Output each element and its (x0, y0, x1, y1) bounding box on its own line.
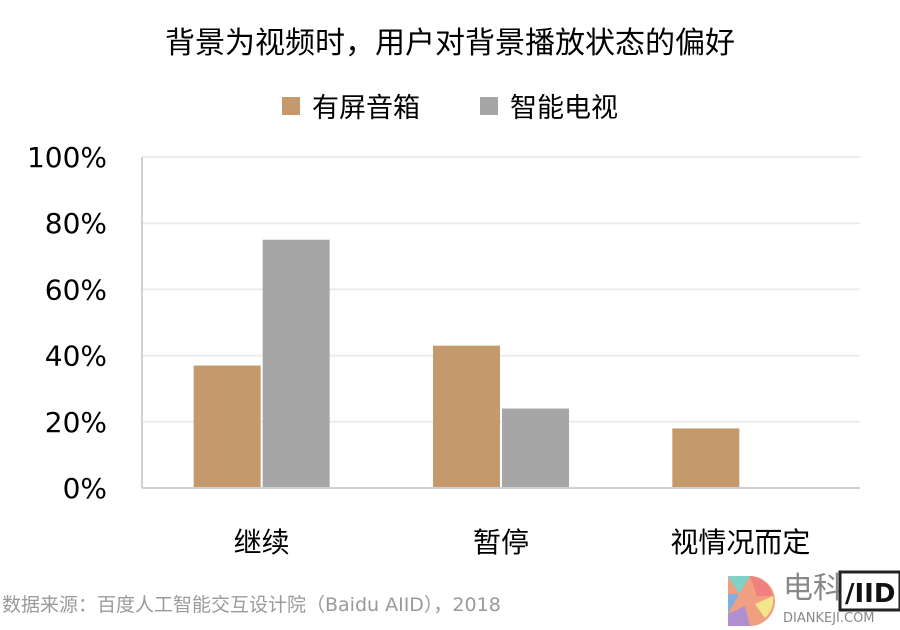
legend-label: 有屏音箱 (312, 93, 420, 124)
chart-title: 背景为视频时，用户对背景播放状态的偏好 (165, 26, 735, 61)
legend-item-tv: 智能电视 (480, 86, 618, 125)
bar-tv (502, 408, 569, 488)
svg-text:/IID: /IID (845, 579, 895, 609)
legend-item-speaker: 有屏音箱 (282, 86, 420, 125)
x-tick-label: 暂停 (473, 526, 529, 559)
svg-text:DIANKEJI.COM: DIANKEJI.COM (783, 611, 875, 626)
legend: 有屏音箱 智能电视 (0, 86, 900, 125)
legend-swatch (480, 96, 498, 115)
source-note: 数据来源：百度人工智能交互设计院（Baidu AIID），2018 (2, 594, 501, 616)
diankeji-logo: 电科 /IID DIANKEJI.COM (728, 570, 900, 626)
legend-label: 智能电视 (510, 93, 618, 124)
legend-swatch (282, 96, 300, 115)
y-tick-label: 40% (45, 340, 107, 373)
y-tick-label: 80% (45, 207, 107, 240)
bar-speaker (193, 365, 261, 488)
y-tick-label: 20% (45, 406, 107, 439)
svg-text:电科: 电科 (783, 571, 843, 606)
bar-tv (262, 239, 330, 488)
y-tick-label: 60% (45, 273, 107, 306)
bar-speaker (433, 345, 500, 488)
y-tick-label: 0% (63, 472, 107, 505)
x-tick-label: 继续 (234, 526, 290, 559)
x-tick-label: 视情况而定 (670, 526, 810, 559)
y-tick-label: 100% (27, 141, 107, 174)
bar-speaker (672, 428, 740, 488)
